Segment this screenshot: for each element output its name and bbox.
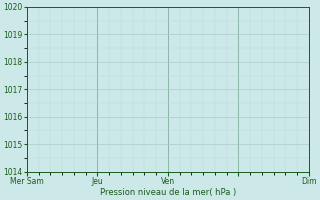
X-axis label: Pression niveau de la mer( hPa ): Pression niveau de la mer( hPa ) xyxy=(100,188,236,197)
